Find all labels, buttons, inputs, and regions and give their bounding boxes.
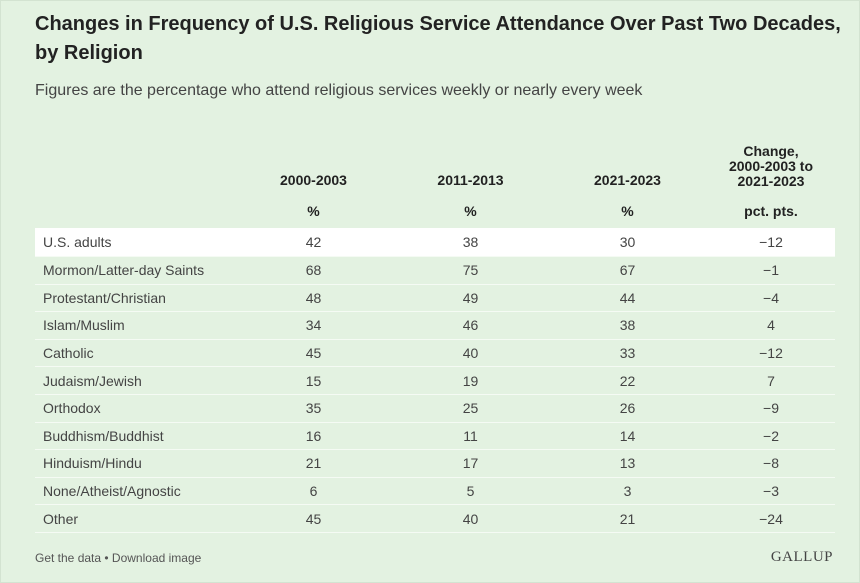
value-2011-2013: 25 bbox=[462, 400, 479, 417]
value-2000-2003: 21 bbox=[305, 455, 322, 472]
value-change: 4 bbox=[767, 317, 775, 334]
value-2021-2023: 26 bbox=[619, 400, 636, 417]
value-2000-2003: 45 bbox=[305, 510, 322, 527]
table-row: Other 45 40 21 −24 bbox=[35, 505, 835, 533]
value-2021-2023: 3 bbox=[623, 483, 632, 500]
value-2021-2023: 13 bbox=[619, 455, 636, 472]
chart-subtitle: Figures are the percentage who attend re… bbox=[35, 82, 643, 99]
value-2011-2013: 11 bbox=[463, 427, 478, 444]
value-2021-2023: 22 bbox=[619, 372, 636, 389]
value-change: 7 bbox=[767, 372, 775, 389]
unit-label-2011-2013: % bbox=[464, 203, 477, 219]
footer-separator: • bbox=[101, 551, 112, 565]
value-2000-2003: 34 bbox=[305, 317, 322, 334]
value-2000-2003: 68 bbox=[305, 262, 322, 279]
row-label: Orthodox bbox=[43, 400, 101, 417]
value-2000-2003: 42 bbox=[305, 234, 322, 250]
download-image-link[interactable]: Download image bbox=[111, 551, 202, 565]
unit-label-2000-2003: % bbox=[307, 203, 320, 219]
row-label: Islam/Muslim bbox=[43, 317, 125, 334]
table-row: Orthodox 35 25 26 −9 bbox=[35, 395, 835, 423]
unit-label-change: pct. pts. bbox=[744, 203, 798, 219]
value-2021-2023: 38 bbox=[619, 317, 636, 334]
value-2021-2023: 44 bbox=[619, 289, 636, 306]
value-2021-2023: 30 bbox=[619, 234, 636, 250]
row-label: Mormon/Latter-day Saints bbox=[43, 262, 205, 279]
value-change: −12 bbox=[759, 234, 783, 250]
row-label: Judaism/Jewish bbox=[43, 372, 142, 389]
row-label: Other bbox=[43, 510, 79, 527]
value-change: −8 bbox=[763, 455, 779, 472]
row-label: None/Atheist/Agnostic bbox=[43, 483, 181, 500]
value-2000-2003: 45 bbox=[305, 345, 322, 362]
row-label: Catholic bbox=[43, 345, 94, 362]
row-label: U.S. adults bbox=[43, 234, 112, 250]
table-row: Judaism/Jewish 15 19 22 7 bbox=[35, 367, 835, 395]
table-row: Catholic 45 40 33 −12 bbox=[35, 340, 835, 368]
column-header-change: Change, 2000-2003 to 2021-2023 bbox=[728, 143, 814, 189]
footer-links: Get the data • Download image bbox=[35, 551, 201, 565]
value-2011-2013: 40 bbox=[462, 510, 479, 527]
table-row: Buddhism/Buddhist 16 11 14 −2 bbox=[35, 423, 835, 451]
value-2000-2003: 16 bbox=[305, 427, 322, 444]
value-2000-2003: 48 bbox=[305, 289, 322, 306]
unit-label-2021-2023: % bbox=[621, 203, 634, 219]
value-change: −12 bbox=[759, 345, 783, 362]
table-row: None/Atheist/Agnostic 6 5 3 −3 bbox=[35, 478, 835, 506]
table-row: Islam/Muslim 34 46 38 4 bbox=[35, 312, 835, 340]
value-2011-2013: 46 bbox=[462, 317, 479, 334]
value-2011-2013: 17 bbox=[462, 455, 479, 472]
column-header-2000-2003: 2000-2003 bbox=[280, 172, 347, 188]
row-label: Buddhism/Buddhist bbox=[43, 427, 164, 444]
value-change: −9 bbox=[763, 400, 779, 417]
value-2011-2013: 40 bbox=[462, 345, 479, 362]
value-2011-2013: 38 bbox=[462, 234, 479, 250]
value-2021-2023: 67 bbox=[619, 262, 636, 279]
value-2021-2023: 21 bbox=[619, 510, 636, 527]
value-2011-2013: 19 bbox=[462, 372, 479, 389]
row-label: Protestant/Christian bbox=[43, 289, 166, 306]
column-header-2021-2023: 2021-2023 bbox=[594, 172, 661, 188]
value-2021-2023: 33 bbox=[619, 345, 636, 362]
value-change: −2 bbox=[763, 427, 779, 444]
value-2000-2003: 6 bbox=[309, 483, 318, 500]
table-row: Hinduism/Hindu 21 17 13 −8 bbox=[35, 450, 835, 478]
table-row: Mormon/Latter-day Saints 68 75 67 −1 bbox=[35, 257, 835, 285]
table-row: Protestant/Christian 48 49 44 −4 bbox=[35, 285, 835, 313]
value-2011-2013: 49 bbox=[462, 289, 479, 306]
column-header-2011-2013: 2011-2013 bbox=[437, 172, 504, 188]
value-2000-2003: 15 bbox=[305, 372, 322, 389]
value-change: −3 bbox=[763, 483, 779, 500]
value-change: −4 bbox=[763, 289, 779, 306]
value-2011-2013: 5 bbox=[466, 483, 475, 500]
value-2011-2013: 75 bbox=[462, 262, 479, 279]
data-table: U.S. adults 42 38 30 −12 Mormon/Latter-day Sa… bbox=[35, 228, 835, 533]
chart-title: Changes in Frequency of U.S. Religious S… bbox=[35, 13, 841, 64]
row-label: Hinduism/Hindu bbox=[43, 455, 142, 472]
value-2021-2023: 14 bbox=[619, 427, 636, 444]
value-change: −24 bbox=[759, 510, 783, 527]
value-change: −1 bbox=[763, 262, 779, 279]
table-row: U.S. adults 42 38 30 −12 bbox=[35, 228, 835, 257]
value-2000-2003: 35 bbox=[305, 400, 322, 417]
gallup-logo: GALLUP bbox=[770, 549, 833, 565]
get-data-link[interactable]: Get the data bbox=[35, 551, 102, 565]
